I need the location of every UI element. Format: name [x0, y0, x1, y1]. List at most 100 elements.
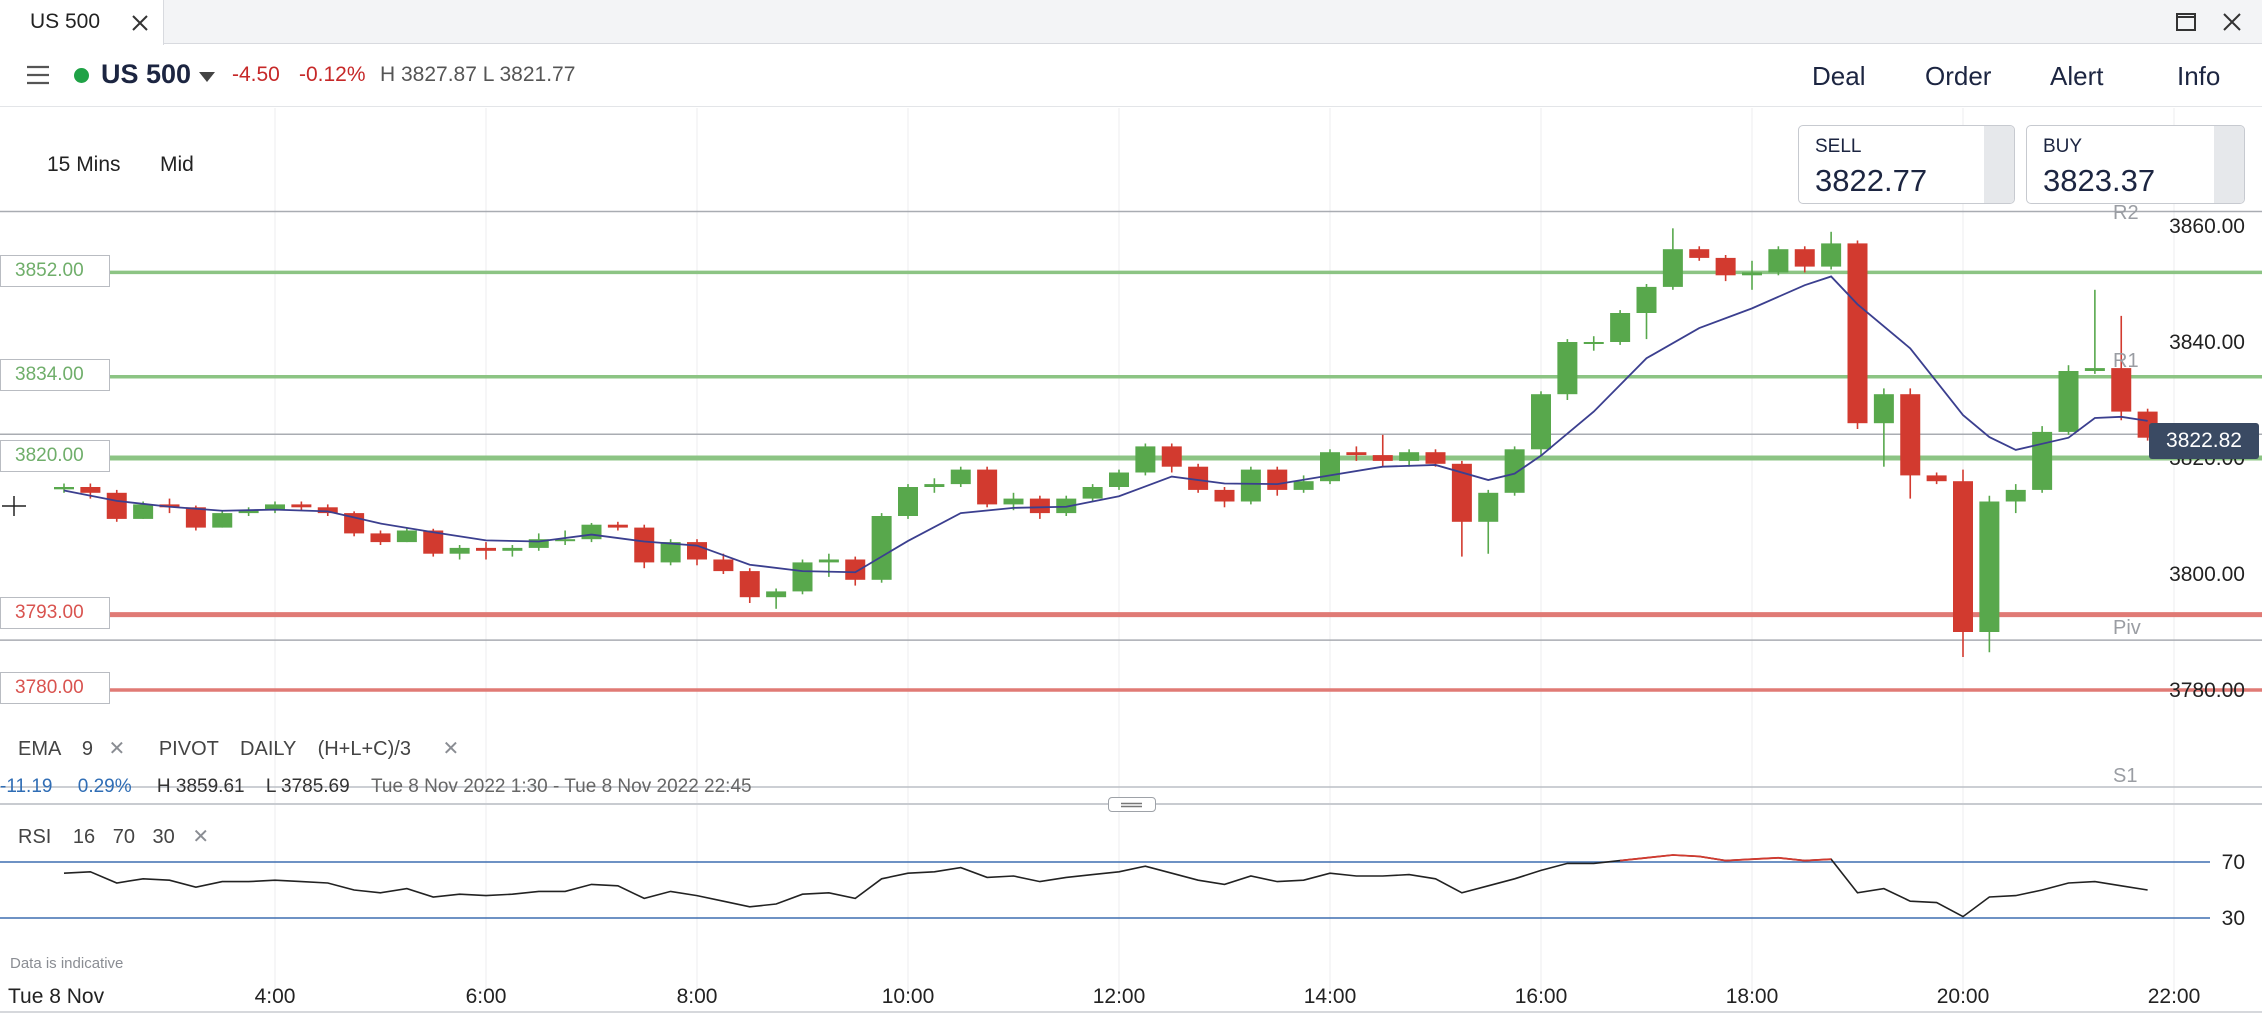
last-price-tag: 3822.82 [2149, 423, 2259, 459]
rsi-tick-label: 70 [2222, 851, 2245, 874]
x-tick-label: 22:00 [2148, 985, 2201, 1008]
alert-button[interactable]: Alert [2050, 61, 2104, 91]
candle [1293, 481, 1314, 490]
splitter-handle[interactable] [1108, 797, 1156, 812]
instrument-header: US 500 -4.50 -0.12% H 3827.87 L 3821.77 … [0, 45, 2262, 107]
candle [2032, 431, 2053, 490]
pivot-label-r2: R2 [2113, 202, 2139, 224]
range-change: -11.19 [0, 776, 53, 797]
candle [1240, 469, 1261, 502]
x-tick-label: 14:00 [1304, 985, 1357, 1008]
candle [1636, 286, 1657, 313]
candle [185, 507, 206, 528]
rsi-param-3: 30 [152, 826, 175, 848]
close-icon[interactable] [127, 10, 153, 36]
price-change: -4.50 [232, 63, 280, 86]
candle [792, 562, 813, 592]
candle [212, 513, 233, 528]
x-tick-label: 6:00 [466, 985, 507, 1008]
candle [317, 507, 338, 514]
candle [2058, 371, 2079, 432]
timeframe-selector[interactable]: 15 Mins [47, 153, 121, 176]
pivot-label[interactable]: PIVOT [158, 738, 219, 760]
candle [502, 547, 523, 551]
x-tick-label: 8:00 [677, 985, 718, 1008]
candle [1161, 446, 1182, 467]
candle [950, 469, 971, 485]
candle [766, 591, 787, 598]
candle [1768, 249, 1789, 273]
level-label-3820[interactable]: 3820.00 [0, 440, 110, 472]
candle [1742, 272, 1762, 276]
level-label-3780[interactable]: 3780.00 [0, 672, 110, 704]
candle [660, 542, 681, 563]
disclaimer: Data is indicative [10, 955, 124, 972]
remove-pivot-icon[interactable]: ✕ [442, 738, 460, 760]
hamburger-menu-icon[interactable] [26, 65, 50, 85]
candle [1082, 487, 1103, 499]
pane-splitter[interactable] [0, 797, 2262, 812]
x-tick-label: 20:00 [1937, 985, 1990, 1008]
candle [54, 487, 74, 490]
candle [924, 484, 945, 487]
candle [1794, 249, 1815, 267]
buy-button[interactable]: BUY 3823.37 [2026, 125, 2245, 204]
level-label-3834[interactable]: 3834.00 [0, 359, 110, 391]
candle [133, 504, 154, 519]
remove-ema-icon[interactable]: ✕ [108, 738, 126, 760]
candle [977, 469, 998, 505]
rsi-legend: RSI 16 70 30 ✕ [18, 824, 209, 849]
candle [1135, 446, 1156, 473]
rsi-overbought-segment [1620, 854, 1832, 862]
candle [1583, 342, 1604, 344]
x-tick-label: 4:00 [255, 985, 296, 1008]
range-period: Tue 8 Nov 2022 1:30 - Tue 8 Nov 2022 22:… [370, 776, 752, 797]
instrument-name[interactable]: US 500 [101, 59, 192, 89]
rsi-param-1: 16 [72, 826, 96, 848]
price-mode-selector[interactable]: Mid [160, 153, 194, 176]
pivot-label-s1: S1 [2113, 765, 2138, 787]
pivot-formula: (H+L+C)/3 [317, 738, 411, 760]
candle [898, 487, 918, 516]
rsi-label[interactable]: RSI [18, 826, 52, 848]
candle [1451, 463, 1472, 522]
candle [291, 504, 312, 508]
candle [1900, 394, 1921, 476]
range-low: L 3785.69 [265, 776, 350, 797]
candle [423, 530, 444, 554]
price-chart[interactable]: 70 30 3860.00 3840.00 3820.00 3800.00 3780.00… [0, 108, 2262, 1018]
candle [1109, 472, 1129, 487]
tab-bar: US 500 [0, 0, 2262, 45]
candle [634, 527, 655, 563]
candle [1214, 489, 1235, 502]
candle [2005, 489, 2026, 502]
range-summary: -11.19 0.29% H 3859.61 L 3785.69 Tue 8 N… [0, 776, 752, 798]
candle [555, 539, 576, 542]
sell-button[interactable]: SELL 3822.77 [1798, 125, 2015, 204]
candle [1715, 257, 1736, 276]
price-change-percent: -0.12% [299, 63, 366, 86]
info-button[interactable]: Info [2177, 61, 2221, 91]
ema-line [63, 275, 2148, 574]
candle [1399, 452, 1420, 461]
tab-us500[interactable]: US 500 [0, 0, 164, 45]
candle [238, 510, 259, 514]
order-button[interactable]: Order [1925, 61, 1992, 91]
candle [1821, 243, 1842, 267]
high-low: H 3827.87 L 3821.77 [380, 63, 576, 86]
candle [1003, 498, 1024, 505]
maximize-icon[interactable] [2173, 9, 2199, 35]
level-label-3852[interactable]: 3852.00 [0, 255, 110, 287]
candle [476, 547, 496, 551]
candle [713, 559, 734, 572]
ema-label[interactable]: EMA [18, 738, 61, 760]
caret-down-icon[interactable] [198, 71, 216, 83]
candle [1267, 469, 1288, 490]
remove-rsi-icon[interactable]: ✕ [192, 826, 210, 848]
level-label-3793[interactable]: 3793.00 [0, 597, 110, 629]
candle [1425, 452, 1446, 464]
candle [80, 487, 101, 493]
candle [396, 530, 417, 543]
close-window-icon[interactable] [2219, 9, 2245, 35]
deal-button[interactable]: Deal [1812, 61, 1866, 91]
